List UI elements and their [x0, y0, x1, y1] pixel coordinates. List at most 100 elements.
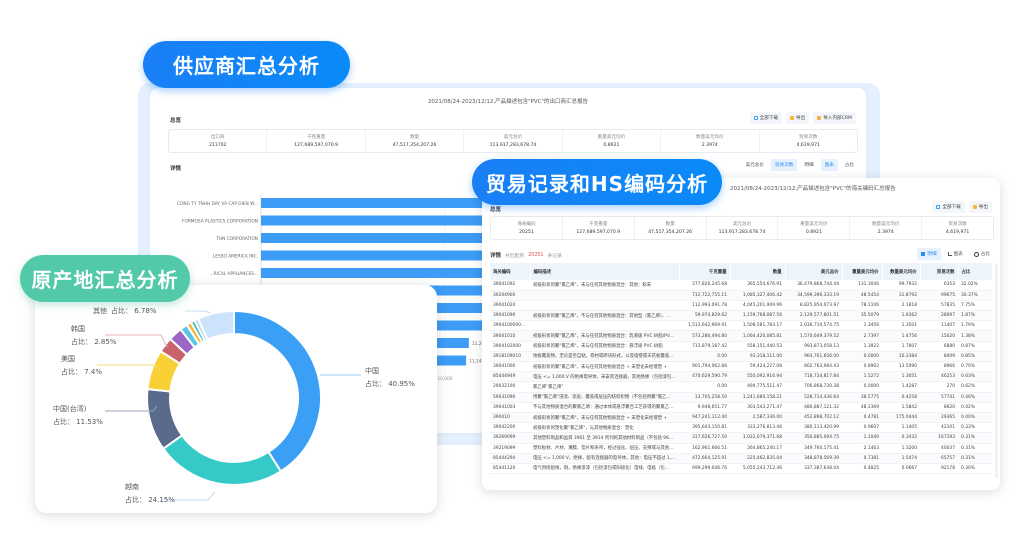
table-cell: 2,587,336.00 [730, 412, 785, 424]
table-cell: 699,299,046.76 [679, 463, 730, 475]
table-cell: 电气用绕组线，铜，绝缘漆漆（包括漆包或阳极化）电线、电缆（包... [530, 463, 679, 475]
slice-label: 越南 占比： 24.15% [125, 481, 175, 507]
table-cell: 350,885,094.75 [785, 432, 842, 444]
table-cell: 57835 [920, 300, 958, 312]
table-cell: 1.79% [958, 320, 992, 332]
table-cell: 电压 <= 1,000 V，绝缘，配有连接器的电导体，其他：电压不超过 1,..… [530, 453, 679, 464]
hs-stats: 海关编码 20251 千克重量 127,689,597,070.9 数量 47,517… [490, 216, 994, 240]
stat-value: 113,917,283,678.74 [489, 143, 537, 148]
slice-share: 占比： 2.85% [71, 338, 117, 346]
hs-report-title: 2021/08/24-2023/12/12,产品描述包含"PVC"的海关编码汇总… [730, 186, 896, 192]
table-cell: 地板覆盖物，无论是否自粘，卷材或砖块形式，以及墙壁或天花板覆盖... [530, 351, 679, 363]
table-row[interactable]: 85444949 电压 <= 1,000 V 的绝缘电导体，未安装连接器，其他绝缘… [490, 371, 992, 383]
column-header[interactable]: 千克重量 [679, 263, 731, 280]
export-button[interactable]: 导出 [786, 112, 810, 124]
view-share-toggle[interactable]: 占比 [970, 248, 994, 260]
column-header[interactable]: 数量 [730, 263, 786, 280]
table-row[interactable]: 3918109010 地板覆盖物，无论是否自粘，卷材或砖块形式，以及墙壁或天花板覆… [490, 351, 992, 363]
table-cell: 0.33% [958, 422, 992, 434]
table-cell: 0.40% [958, 412, 992, 424]
table-row[interactable]: 85441120 电气用绕组线，铜，绝缘漆漆（包括漆包或阳极化）电线、电缆（包..… [490, 463, 992, 475]
download-all-button[interactable]: 全部下载 [932, 201, 965, 213]
origin-analysis-badge: 原产地汇总分析 [20, 255, 190, 302]
supplier-overview-label: 总览 [170, 118, 182, 124]
table-row[interactable]: 39041090 初级形状的聚"氯乙烯"，不与任何其他物质混合：其他型（氯乙烯）、… [490, 310, 992, 322]
table-cell: 0.0667 [882, 463, 920, 475]
table-cell: 39041010 [490, 330, 530, 342]
column-header[interactable]: 海关编码 [490, 263, 531, 280]
metric-usd-total[interactable]: 美元总价 [745, 163, 764, 168]
stat-value: 4,619,971 [945, 230, 970, 235]
import-crm-label: 导入内部CRM [823, 116, 852, 121]
column-header[interactable]: 贸易次数 [920, 263, 959, 280]
table-cell: 573,286,494.80 [679, 330, 730, 342]
view-chart-toggle[interactable]: 图表 [820, 159, 838, 171]
view-chart-toggle[interactable]: 图表 [944, 248, 967, 260]
label-leader-line [105, 405, 158, 412]
download-icon [936, 205, 941, 209]
donut-slice [146, 388, 184, 451]
column-header[interactable]: 占比 [958, 263, 993, 280]
slice-share: 占比： 7.4% [61, 368, 103, 376]
view-share-toggle[interactable]: 占比 [844, 163, 854, 168]
table-row[interactable]: 39041003 不与其他物质混合的聚氯乙烯：通过本体或悬浮聚合工艺获得的聚氯乙.… [490, 402, 992, 413]
slice-label: 中国 占比： 40.95% [365, 365, 415, 391]
table-row[interactable]: 39041092 初级形状的聚"氯乙烯"，未与任何其他物质混合：其他：粉末 277,… [490, 280, 992, 291]
table-cell: 3918109010 [490, 351, 530, 363]
stat-label: 数量美元均价 [871, 222, 900, 227]
table-cell: 1,085,327,406.42 [730, 290, 785, 301]
import-crm-button[interactable]: 导入内部CRM [813, 112, 856, 124]
table-scrollbar[interactable] [995, 263, 998, 478]
column-header[interactable]: 数量美元均价 [882, 263, 921, 280]
table-cell: 0.3432 [882, 432, 920, 444]
table-row[interactable]: 59031090 用聚"氯乙烯"浸渍、涂层、覆盖或层压的纺织织物（不包括用聚"氯乙… [490, 392, 992, 403]
stat-value: 113,917,283,678.74 [718, 230, 766, 235]
supplier-detail-label: 详情 [170, 166, 182, 172]
table-cell: 2,036,710,574.75 [785, 320, 842, 332]
table-cell: 34,599,396,333.19 [785, 290, 842, 301]
table-row[interactable]: 3904100000019 1,513,642,969.91 1,508,581,7… [490, 320, 992, 332]
table-cell: 3904102000 [490, 341, 530, 352]
table-row[interactable]: 390410 初级形状的聚"氯乙烯"，未与任何其他物质混合 + 未塑化未经增塑 +… [490, 412, 992, 424]
slice-label: 韩国占比： 2.85% [71, 323, 116, 349]
stat-label: 海关编码 [517, 222, 536, 227]
slice-name: 韩国 [71, 325, 85, 333]
label-leader-line [97, 364, 162, 372]
metric-trade-count[interactable]: 贸易次数 [771, 159, 798, 171]
table-row[interactable]: 39204900 712,722,755.11 1,085,327,406.42 34… [490, 290, 992, 301]
table-cell: 13,705,258.50 [679, 392, 730, 403]
table-cell: 57741 [920, 392, 958, 403]
match-prefix: 共匹配到 [505, 253, 525, 259]
table-row[interactable]: 39041020 112,993,091.78 4,045,201,909.96 8,… [490, 300, 992, 312]
table-cell: 42101 [920, 422, 958, 434]
table-cell: 0.00 [679, 351, 730, 363]
label-leader-line [105, 334, 168, 348]
view-detail-toggle[interactable]: 明细 [804, 163, 814, 168]
column-header[interactable]: 重量美元均价 [842, 263, 883, 280]
column-header[interactable]: 美元总价 [785, 263, 843, 280]
table-cell: 1,508,581,783.17 [730, 320, 785, 332]
table-cell: 550,092,916.94 [730, 371, 785, 383]
table-cell: 2.1818 [882, 300, 920, 312]
download-all-button[interactable]: 全部下载 [749, 112, 783, 124]
table-row[interactable]: 39269099 其他塑料制品和品目 3901 至 3914 所列的其他材料制品（… [490, 432, 992, 444]
table-cell: 303,543,271.47 [730, 402, 785, 413]
table-row[interactable]: 3904102000 初级形状的聚"氯乙烯"，未与任何其他物质混合：悬浮级 PVC… [490, 341, 992, 352]
table-cell [530, 300, 679, 312]
column-header[interactable]: 编码描述 [530, 263, 680, 280]
table-cell: 713,879,187.42 [679, 341, 730, 352]
table-row[interactable]: 39042200 初级形状的塑化聚"氯乙烯"，与其他物质混合：塑化 395,643,… [490, 422, 992, 434]
table-row[interactable]: 39041000 初级形状的聚"氯乙烯"，未与任何其他物质混合 + 未塑化未经增塑… [490, 361, 992, 373]
export-button[interactable]: 导出 [968, 201, 992, 213]
table-cell: 2,129,577,801.51 [785, 310, 842, 322]
table-row[interactable]: 85444294 电压 <= 1,000 V，绝缘，配有连接器的电导体，其他：电压… [490, 453, 992, 464]
table-row[interactable]: 39219099 塑料板材、片材、薄膜、箔片和条带，经过强化、层压、支撑或与其他.… [490, 443, 992, 454]
match-count: 20251 [528, 252, 544, 258]
table-cell: 39041000 [490, 361, 530, 373]
stat-value: 127,689,597,070.9 [294, 143, 339, 148]
table-cell: 0.87% [958, 341, 992, 352]
view-detail-toggle[interactable]: 明细 [917, 248, 941, 260]
stat-value: 127,689,597,070.9 [576, 230, 621, 235]
table-row[interactable]: 29032100 氯乙烯"氯乙烯" 0.00 494,775,511.47 706,86… [490, 381, 992, 393]
table-row[interactable]: 39041010 初级形状的聚"氯乙烯"，未与任何其他物质混合：乳液级 PVC 树… [490, 330, 992, 342]
